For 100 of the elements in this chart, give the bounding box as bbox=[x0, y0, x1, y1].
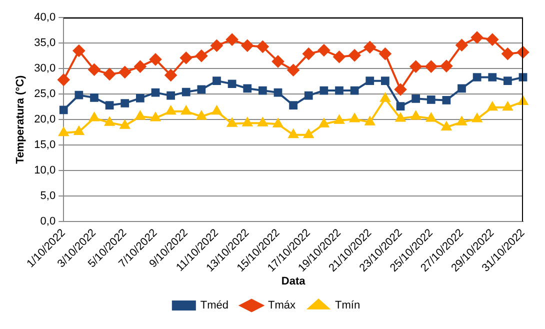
point bbox=[274, 88, 282, 97]
point bbox=[243, 84, 252, 93]
point bbox=[241, 40, 254, 52]
point bbox=[348, 49, 361, 62]
point bbox=[456, 116, 467, 126]
point bbox=[379, 48, 392, 60]
point bbox=[58, 74, 70, 86]
point bbox=[440, 60, 452, 72]
point bbox=[228, 80, 236, 88]
point bbox=[166, 106, 176, 115]
point bbox=[426, 96, 436, 104]
point bbox=[166, 91, 175, 100]
point bbox=[120, 120, 130, 129]
y-tick-label: 25,0 bbox=[34, 88, 56, 100]
point bbox=[350, 114, 360, 122]
point bbox=[273, 118, 283, 128]
point bbox=[458, 84, 466, 93]
point bbox=[517, 46, 529, 58]
point bbox=[89, 112, 100, 122]
point bbox=[272, 55, 284, 68]
point bbox=[227, 118, 237, 127]
point bbox=[289, 101, 298, 110]
point bbox=[518, 96, 528, 105]
y-tick-label: 20,0 bbox=[34, 114, 56, 126]
legend-label: Tméd bbox=[200, 300, 229, 312]
point bbox=[381, 76, 390, 86]
legend-label: Tmáx bbox=[268, 300, 296, 312]
point bbox=[180, 52, 192, 64]
point bbox=[335, 86, 344, 95]
point bbox=[136, 94, 144, 102]
point bbox=[150, 112, 160, 122]
point bbox=[412, 94, 420, 103]
point bbox=[364, 41, 376, 54]
point bbox=[210, 40, 223, 52]
point bbox=[394, 83, 406, 96]
point bbox=[410, 60, 422, 73]
point bbox=[302, 48, 315, 60]
point bbox=[90, 93, 98, 102]
point bbox=[504, 76, 512, 86]
point bbox=[304, 91, 313, 100]
point bbox=[104, 68, 116, 80]
point bbox=[212, 76, 221, 86]
y-axis-title: Temperatura (°C) bbox=[14, 74, 27, 164]
point bbox=[288, 129, 298, 138]
point bbox=[488, 73, 497, 82]
point bbox=[88, 64, 100, 76]
point bbox=[426, 113, 436, 122]
point bbox=[502, 102, 513, 111]
point bbox=[256, 40, 269, 53]
y-tick-label: 10,0 bbox=[34, 164, 56, 177]
point bbox=[104, 117, 114, 126]
point bbox=[350, 86, 359, 95]
point bbox=[518, 73, 528, 82]
point bbox=[120, 99, 130, 108]
point bbox=[425, 60, 438, 73]
point bbox=[304, 129, 314, 138]
point bbox=[487, 102, 498, 111]
point bbox=[333, 50, 346, 63]
y-tick-label: 40,0 bbox=[34, 12, 56, 24]
point bbox=[396, 113, 406, 122]
point bbox=[181, 106, 192, 115]
point bbox=[58, 127, 69, 136]
point bbox=[320, 86, 328, 95]
point bbox=[134, 60, 146, 73]
point bbox=[195, 50, 208, 62]
point bbox=[442, 122, 452, 130]
point bbox=[319, 118, 329, 128]
point bbox=[380, 93, 390, 102]
point bbox=[334, 115, 344, 124]
point bbox=[149, 53, 162, 66]
point bbox=[396, 102, 405, 110]
point bbox=[318, 44, 330, 56]
point bbox=[226, 34, 238, 46]
point bbox=[442, 96, 451, 104]
point bbox=[258, 118, 268, 126]
point bbox=[410, 111, 421, 120]
y-tick-label: 30,0 bbox=[34, 62, 56, 75]
point bbox=[502, 48, 514, 60]
point bbox=[472, 73, 482, 82]
point bbox=[196, 111, 206, 120]
point bbox=[212, 106, 222, 115]
point bbox=[182, 88, 190, 96]
y-tick-label: 5,0 bbox=[40, 190, 56, 202]
point bbox=[242, 118, 252, 126]
point bbox=[486, 34, 498, 46]
point bbox=[472, 114, 482, 122]
point bbox=[366, 76, 374, 86]
y-tick-label: 0,0 bbox=[40, 216, 56, 228]
point bbox=[258, 86, 267, 95]
point bbox=[74, 90, 84, 100]
point bbox=[105, 101, 114, 110]
point bbox=[197, 85, 206, 94]
point bbox=[59, 106, 68, 114]
point bbox=[471, 31, 484, 44]
point bbox=[287, 64, 300, 76]
point bbox=[135, 111, 146, 120]
point bbox=[164, 69, 177, 82]
y-tick-label: 15,0 bbox=[34, 139, 56, 152]
point bbox=[456, 39, 468, 52]
point bbox=[364, 116, 375, 126]
